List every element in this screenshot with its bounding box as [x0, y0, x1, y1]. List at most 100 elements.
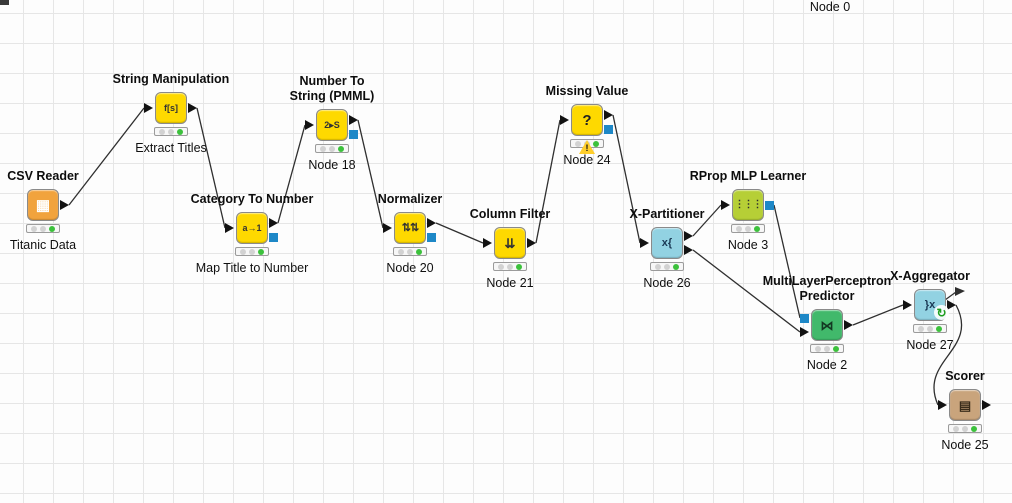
- node-title: MultiLayerPerceptron Predictor: [763, 274, 892, 304]
- node-normalizer[interactable]: Normalizer ⇅⇅ Node 20: [378, 192, 443, 275]
- output-port[interactable]: [947, 300, 956, 310]
- status-red-dot: [158, 128, 165, 135]
- node-x-aggregator[interactable]: X-Aggregator}x ↻ Node 27: [890, 269, 970, 352]
- status-yellow-dot: [248, 248, 255, 255]
- input-port[interactable]: [144, 103, 153, 113]
- model-input-port[interactable]: [800, 314, 809, 323]
- output-port[interactable]: [844, 320, 853, 330]
- column-filter-icon: ⇊: [494, 227, 526, 259]
- input-port[interactable]: [721, 200, 730, 210]
- edge-x-partitioner-to-rprop-mlp-learner[interactable]: [692, 204, 722, 237]
- output-port[interactable]: [684, 245, 693, 255]
- input-port[interactable]: [483, 238, 492, 248]
- input-port[interactable]: [903, 300, 912, 310]
- node-title: Normalizer: [378, 192, 443, 207]
- cropped-node-fragment: [0, 0, 9, 5]
- string-function-icon-glyph: f[s]: [164, 102, 178, 113]
- status-yellow-dot: [823, 345, 830, 352]
- status-traffic-light: [235, 247, 269, 256]
- model-output-port[interactable]: [427, 233, 436, 242]
- edge-csv-reader-to-string-manipulation[interactable]: [68, 107, 145, 206]
- edge-rprop-mlp-learner-to-multilayerperceptron-predictor[interactable]: [773, 204, 801, 319]
- model-output-port[interactable]: [604, 125, 613, 134]
- edge-x-aggregator-to-scorer[interactable]: [933, 304, 963, 406]
- input-port[interactable]: [640, 238, 649, 248]
- input-port[interactable]: [383, 223, 392, 233]
- neural-network-icon: ⋮⋮⋮: [732, 189, 764, 221]
- node-title: Missing Value: [546, 84, 629, 99]
- node-string-manipulation[interactable]: String Manipulation f[s] Extract Titles: [113, 72, 230, 155]
- output-port[interactable]: [604, 110, 613, 120]
- output-port[interactable]: [60, 200, 69, 210]
- status-traffic-light: [650, 262, 684, 271]
- status-green-dot: [338, 145, 345, 152]
- model-output-port[interactable]: [765, 201, 774, 210]
- predictor-icon: ⋈: [811, 309, 843, 341]
- output-port[interactable]: [269, 218, 278, 228]
- string-function-icon: f[s]: [155, 92, 187, 124]
- node-missing-value[interactable]: Missing Value?! Node 24: [546, 84, 629, 167]
- node-rprop-mlp-learner[interactable]: RProp MLP Learner ⋮⋮⋮ Node 3: [690, 169, 806, 252]
- node-label: Extract Titles: [135, 141, 207, 155]
- edge-category-to-number-to-number-to-string[interactable]: [277, 124, 306, 224]
- status-traffic-light: [493, 262, 527, 271]
- output-port[interactable]: [684, 231, 693, 241]
- normalizer-arrows-icon: ⇅⇅: [394, 212, 426, 244]
- node-title-line: Predictor: [799, 289, 855, 303]
- number-to-string-icon-glyph: 2▸S: [324, 119, 340, 130]
- edge-multilayerperceptron-predictor-to-x-aggregator[interactable]: [852, 304, 904, 326]
- status-green-dot: [971, 425, 978, 432]
- node-category-to-number[interactable]: Category To Number a→1 Map Title to Number: [191, 192, 314, 275]
- node-scorer[interactable]: Scorer ▤ Node 25: [938, 369, 991, 452]
- node-label: Node 21: [486, 276, 534, 290]
- x-aggregator-icon-glyph: }x: [924, 298, 936, 311]
- input-port[interactable]: [305, 120, 314, 130]
- edge-string-manipulation-to-category-to-number[interactable]: [196, 107, 226, 229]
- output-port[interactable]: [349, 115, 358, 125]
- status-green-dot: [833, 345, 840, 352]
- model-output-port[interactable]: [269, 233, 278, 242]
- node-title-line: String Manipulation: [112, 72, 230, 86]
- status-yellow-dot: [506, 263, 513, 270]
- table-file-icon: ▦: [27, 189, 59, 221]
- column-filter-icon-glyph: ⇊: [504, 235, 516, 251]
- input-port[interactable]: [800, 327, 809, 337]
- output-port[interactable]: [527, 238, 536, 248]
- node-column-filter[interactable]: Column Filter ⇊ Node 21: [470, 207, 551, 290]
- output-port[interactable]: [427, 218, 436, 228]
- node-title: X-Aggregator: [890, 269, 970, 284]
- predictor-icon-glyph: ⋈: [820, 317, 834, 333]
- input-port[interactable]: [225, 223, 234, 233]
- status-yellow-dot: [744, 225, 751, 232]
- input-port[interactable]: [938, 400, 947, 410]
- node-x-partitioner[interactable]: X-Partitioner x{Node 26: [629, 207, 704, 290]
- node-label: Node 2: [806, 358, 848, 372]
- edge-x-partitioner-to-multilayerperceptron-predictor[interactable]: [692, 249, 801, 333]
- edge-column-filter-to-missing-value[interactable]: [535, 119, 561, 244]
- node-title-line: MultiLayerPerceptron: [762, 274, 892, 288]
- status-yellow-dot: [961, 425, 968, 432]
- node-csv-reader[interactable]: CSV Reader ▦ Titanic Data: [7, 169, 79, 252]
- output-port[interactable]: [188, 103, 197, 113]
- status-green-dot: [177, 128, 184, 135]
- status-traffic-light: [154, 127, 188, 136]
- node-label: Node 24: [563, 153, 611, 167]
- edge-number-to-string-to-normalizer[interactable]: [357, 119, 384, 229]
- node-number-to-string[interactable]: Number To String (PMML) 2▸S Node 18: [290, 74, 375, 172]
- model-output-port[interactable]: [349, 130, 358, 139]
- node-label: Titanic Data: [9, 238, 77, 252]
- edge-missing-value-to-x-partitioner[interactable]: [612, 114, 641, 244]
- output-port[interactable]: [982, 400, 991, 410]
- input-port[interactable]: [560, 115, 569, 125]
- x-partitioner-icon-glyph: x{: [661, 236, 673, 249]
- node-title: Category To Number: [191, 192, 314, 207]
- status-green-dot: [936, 325, 943, 332]
- status-red-dot: [30, 225, 37, 232]
- node-label: Node 20: [386, 261, 434, 275]
- edge-normalizer-to-column-filter[interactable]: [435, 222, 484, 244]
- partial-edge[interactable]: [944, 291, 957, 301]
- node-title: Column Filter: [470, 207, 551, 222]
- node-title-line: Category To Number: [190, 192, 314, 206]
- node-multilayerperceptron-predictor[interactable]: MultiLayerPerceptron Predictor ⋈ Node 2: [763, 274, 892, 372]
